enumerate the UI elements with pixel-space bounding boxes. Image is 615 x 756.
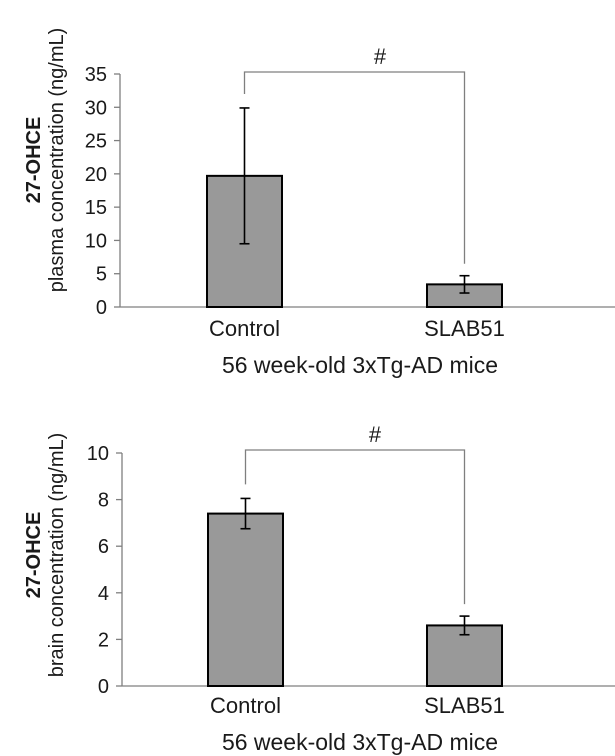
significance-marker: #	[374, 44, 387, 69]
significance-marker: #	[369, 422, 382, 447]
x-axis-label: 56 week-old 3xTg-AD mice	[222, 729, 498, 755]
brain-chart: 0 2 4 6 8 10 Control SLAB51 #56 week-old 3xTg-AD…	[23, 422, 615, 755]
y-axis-label: plasma concentration (ng/mL)	[46, 28, 68, 293]
y-tick-label: 6	[98, 536, 109, 558]
category-label: SLAB51	[424, 316, 505, 341]
y-tick-label: 4	[98, 583, 109, 605]
y-tick-label: 30	[85, 97, 107, 119]
y-tick-label: 0	[96, 297, 107, 319]
category-label: SLAB51	[424, 693, 505, 718]
y-axis-label-bold: 27-OHCE	[23, 117, 45, 204]
category-label: Control	[209, 316, 280, 341]
y-tick-label: 20	[85, 164, 107, 186]
x-axis-label: 56 week-old 3xTg-AD mice	[222, 352, 498, 378]
y-tick-label: 35	[85, 64, 107, 86]
y-axis-label-bold: 27-OHCE	[23, 512, 45, 599]
bar-control	[207, 512, 284, 688]
y-tick-label: 5	[96, 264, 107, 286]
y-tick-label: 15	[85, 197, 107, 219]
y-tick-label: 25	[85, 131, 107, 153]
significance-bracket	[243, 71, 466, 264]
y-tick-label: 0	[98, 676, 109, 698]
plasma-chart: 0 5 10 15 20 25 30 35 Control SLAB51 #56 week-old …	[23, 28, 615, 378]
y-axis-label: brain concentration (ng/mL)	[46, 433, 68, 678]
y-tick-label: 2	[98, 629, 109, 651]
category-label: Control	[210, 693, 281, 718]
significance-bracket	[244, 449, 466, 605]
y-tick-label: 8	[98, 490, 109, 512]
y-tick-label: 10	[85, 230, 107, 252]
y-tick-label: 10	[87, 443, 109, 465]
